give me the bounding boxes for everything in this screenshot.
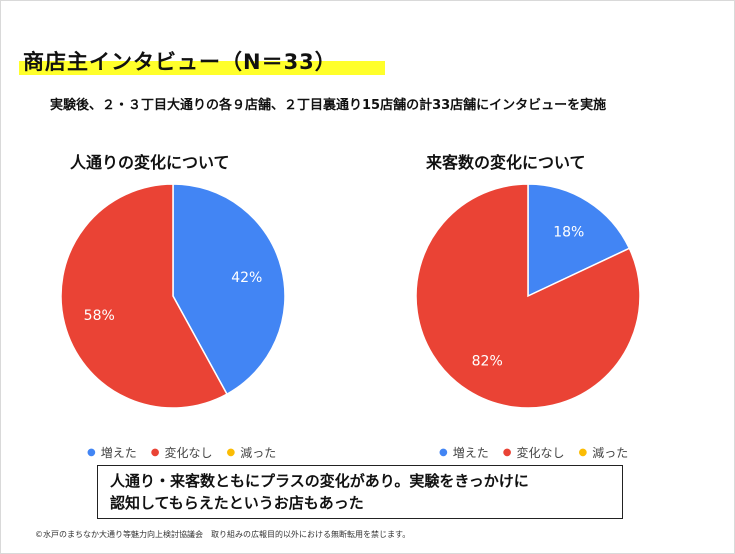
page-title: 商店主インタビュー（N＝33） <box>23 50 337 74</box>
pie-data-label-no-change: 82% <box>472 353 503 369</box>
chart-1-legend: ● 増えた ● 変化なし ● 減った <box>87 444 276 461</box>
pie-data-label-increased: 42% <box>231 270 262 286</box>
legend-label: 減った <box>592 446 629 460</box>
legend-item-increased: ● 増えた <box>439 444 489 461</box>
pie-chart-customers: 18% 82% <box>415 183 641 409</box>
legend-item-no-change: ● 変化なし <box>151 444 213 461</box>
chart-2-title: 来客数の変化について <box>426 153 586 172</box>
legend-dot-icon: ● <box>150 446 160 458</box>
legend-item-decreased: ● 減った <box>227 444 277 461</box>
title-block: 商店主インタビュー（N＝33） <box>19 46 385 76</box>
chart-2-legend: ● 増えた ● 変化なし ● 減った <box>439 444 628 461</box>
chart-1-title: 人通りの変化について <box>70 153 230 172</box>
pie-slice-increased <box>527 183 631 298</box>
copyright-notice: ©水戸のまちなか大通り等魅力向上検討協議会 取り組みの広報目的以外における無断転… <box>35 530 411 539</box>
legend-label: 増えた <box>452 446 489 460</box>
pie-slice-no-change <box>60 183 228 409</box>
legend-label: 増えた <box>100 446 137 460</box>
pie-slice-increased <box>172 183 286 396</box>
legend-item-decreased: ● 減った <box>579 444 629 461</box>
page-subtitle: 実験後、２・３丁目大通りの各９店舗、２丁目裏通り15店舗の計33店舗にインタビュ… <box>50 98 607 113</box>
pie-slice-no-change <box>415 183 641 409</box>
legend-dot-icon: ● <box>87 446 96 458</box>
summary-note-box: 人通り・来客数ともにプラスの変化があり。実験をきっかけに 認知してもらえたという… <box>97 465 623 519</box>
summary-note-line-2: 認知してもらえたというお店もあった <box>110 494 364 512</box>
legend-label: 減った <box>240 446 277 460</box>
legend-dot-icon: ● <box>578 446 588 458</box>
legend-item-increased: ● 増えた <box>87 444 137 461</box>
pie-data-label-no-change: 58% <box>84 308 115 324</box>
pie-chart-foot-traffic: 42% 58% <box>60 183 286 409</box>
title-highlight <box>19 61 385 75</box>
legend-dot-icon: ● <box>439 446 448 458</box>
pie-data-label-increased: 18% <box>553 225 584 241</box>
legend-dot-icon: ● <box>502 446 512 458</box>
legend-label: 変化なし <box>164 446 213 460</box>
legend-label: 変化なし <box>516 446 565 460</box>
legend-dot-icon: ● <box>226 446 236 458</box>
summary-note-line-1: 人通り・来客数ともにプラスの変化があり。実験をきっかけに <box>110 472 529 490</box>
legend-item-no-change: ● 変化なし <box>503 444 565 461</box>
